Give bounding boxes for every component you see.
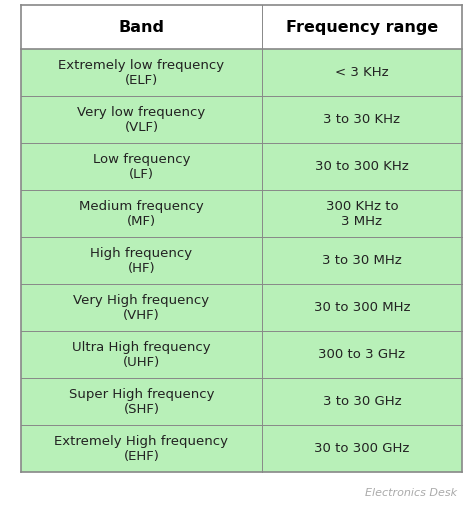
Bar: [262, 190, 462, 237]
Text: Frequency range: Frequency range: [286, 20, 438, 35]
Text: 30 to 300 KHz: 30 to 300 KHz: [315, 161, 409, 173]
Bar: [262, 5, 462, 49]
Bar: [21, 96, 262, 143]
Bar: [21, 331, 262, 378]
Text: Extremely low frequency
(ELF): Extremely low frequency (ELF): [58, 59, 225, 87]
Bar: [262, 143, 462, 190]
Text: Medium frequency
(MF): Medium frequency (MF): [79, 200, 204, 228]
Bar: [21, 284, 262, 331]
Text: 3 to 30 KHz: 3 to 30 KHz: [323, 114, 401, 126]
Text: 300 KHz to
3 MHz: 300 KHz to 3 MHz: [326, 200, 398, 228]
Bar: [262, 425, 462, 472]
Bar: [262, 284, 462, 331]
Text: Electronics Desk: Electronics Desk: [365, 487, 457, 497]
Text: Extremely High frequency
(EHF): Extremely High frequency (EHF): [55, 435, 228, 463]
Bar: [21, 378, 262, 425]
Bar: [262, 331, 462, 378]
Bar: [262, 378, 462, 425]
Text: Ultra High frequency
(UHF): Ultra High frequency (UHF): [72, 341, 211, 369]
Text: Band: Band: [118, 20, 164, 35]
Text: < 3 KHz: < 3 KHz: [335, 67, 389, 79]
Text: 3 to 30 MHz: 3 to 30 MHz: [322, 255, 402, 267]
Bar: [21, 190, 262, 237]
Bar: [21, 237, 262, 284]
Text: 300 to 3 GHz: 300 to 3 GHz: [319, 348, 405, 361]
Text: 30 to 300 MHz: 30 to 300 MHz: [314, 301, 410, 314]
Bar: [262, 49, 462, 96]
Bar: [21, 5, 262, 49]
Text: Low frequency
(LF): Low frequency (LF): [93, 153, 190, 181]
Text: Super High frequency
(SHF): Super High frequency (SHF): [69, 388, 214, 416]
Text: High frequency
(HF): High frequency (HF): [91, 247, 192, 275]
Bar: [262, 237, 462, 284]
Bar: [21, 425, 262, 472]
Bar: [21, 49, 262, 96]
Text: 3 to 30 GHz: 3 to 30 GHz: [322, 395, 401, 408]
Text: Very High frequency
(VHF): Very High frequency (VHF): [73, 294, 210, 322]
Bar: [21, 143, 262, 190]
Bar: [262, 96, 462, 143]
Text: Very low frequency
(VLF): Very low frequency (VLF): [77, 106, 206, 134]
Text: 30 to 300 GHz: 30 to 300 GHz: [314, 442, 410, 455]
